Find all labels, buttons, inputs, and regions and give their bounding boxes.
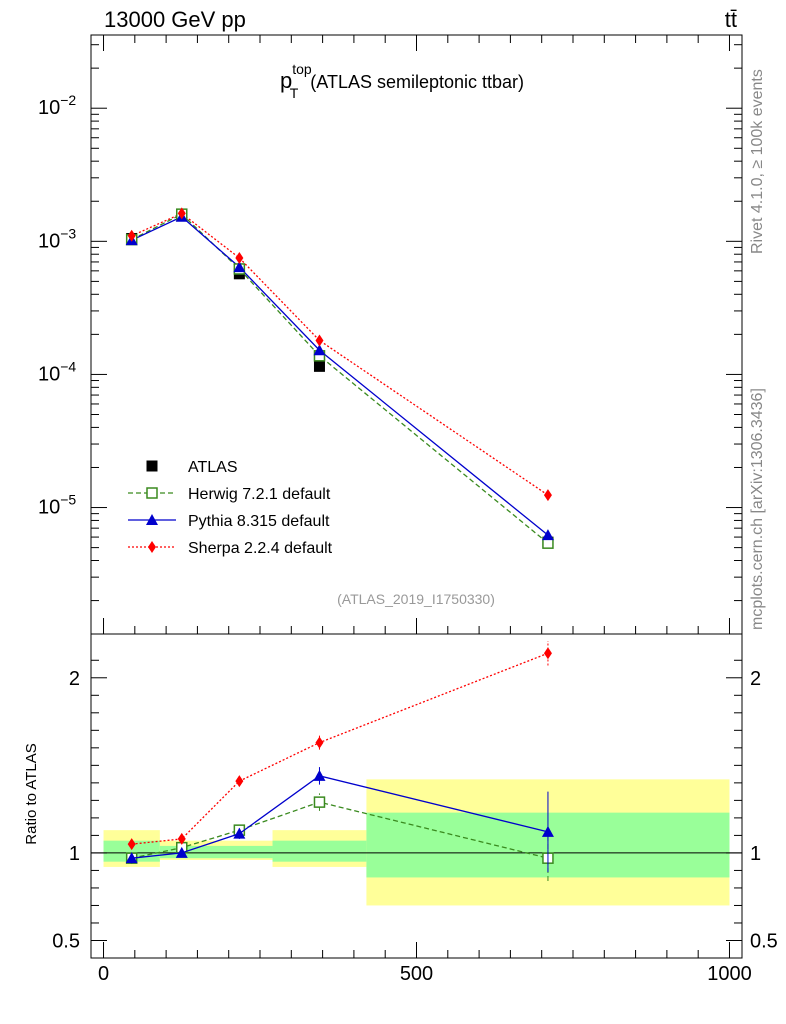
- side-text-top: Rivet 4.1.0, ≥ 100k events: [749, 69, 766, 254]
- title-sub: T: [290, 85, 299, 101]
- point-pythia-2: [233, 261, 246, 273]
- point-pythia-3: [313, 344, 326, 356]
- ratio-panel: 2 2 1 1 0.5 0.5 0 500 1000: [52, 633, 778, 985]
- upper-ytick-label: 10−4: [38, 358, 76, 385]
- point-sherpa-3: [315, 334, 324, 347]
- upper-ytick-label: 10−5: [38, 492, 76, 519]
- xtick-label: 0: [98, 963, 109, 985]
- ratio-point-sherpa-0: [127, 838, 136, 851]
- ratio-point-pythia-4: [541, 825, 554, 837]
- line-herwig: [131, 213, 549, 544]
- ratio-line-herwig: [131, 801, 549, 859]
- legend: ATLAS Herwig 7.2.1 default Pythia 8.315 de…: [128, 459, 333, 557]
- point-data-3: [313, 360, 325, 372]
- ratio-point-pythia-0: [125, 852, 138, 864]
- line-sherpa: [131, 212, 549, 496]
- lower-ytick-label-left: 0.5: [52, 930, 80, 952]
- legend-label-sherpa: Sherpa 2.2.4 default: [188, 540, 333, 557]
- upper-ytick-label: 10−3: [38, 225, 76, 252]
- watermark: (ATLAS_2019_I1750330): [337, 591, 495, 607]
- ratio-point-pythia-3: [313, 769, 326, 781]
- header-left: 13000 GeV pp: [104, 7, 246, 32]
- lower-ytick-label-left: 1: [69, 843, 80, 865]
- side-text-bottom: mcplots.cern.ch [arXiv:1306.3436]: [749, 388, 766, 630]
- legend-marker-pythia: [146, 514, 158, 525]
- xtick-label: 500: [400, 963, 433, 985]
- ratio-point-sherpa-1: [177, 832, 186, 845]
- point-sherpa-1: [177, 207, 186, 220]
- lower-ytick-label-left: 2: [69, 668, 80, 690]
- ratio-point-pythia-1: [175, 846, 188, 858]
- legend-marker-herwig: [146, 487, 158, 499]
- plot-title: ptop T (ATLAS semileptonic ttbar): [280, 61, 524, 101]
- title-p: p: [280, 68, 292, 93]
- legend-label-herwig: Herwig 7.2.1 default: [188, 486, 331, 503]
- upper-ytick-label: 10−2: [38, 92, 76, 119]
- ratio-line-sherpa: [131, 652, 549, 845]
- lower-ytick-label-right: 0.5: [750, 930, 778, 952]
- ratio-point-pythia-2: [233, 827, 246, 839]
- header-right: tt̄: [725, 7, 737, 32]
- point-sherpa-2: [235, 251, 244, 264]
- point-sherpa-4: [543, 489, 552, 502]
- legend-marker-sherpa: [148, 541, 156, 553]
- ratio-point-sherpa-2: [235, 775, 244, 788]
- title-sup: top: [292, 61, 312, 77]
- lower-ytick-label-right: 2: [750, 668, 761, 690]
- band-stat-1: [159, 845, 273, 859]
- legend-marker-data: [146, 460, 158, 472]
- ratio-point-sherpa-3: [315, 736, 324, 749]
- band-stat-2: [272, 840, 367, 862]
- upper-panel: 10−2 10−3 10−4 10−5 ATLAS Herwig 7.2.1 defaul…: [38, 34, 743, 635]
- title-rest: (ATLAS semileptonic ttbar): [305, 72, 524, 92]
- ratio-point-herwig-3: [313, 796, 326, 808]
- ratio-ylabel: Ratio to ATLAS: [23, 743, 40, 844]
- xtick-label: 1000: [707, 963, 752, 985]
- point-pythia-4: [541, 529, 554, 541]
- lower-ytick-label-right: 1: [750, 843, 761, 865]
- point-sherpa-0: [127, 229, 136, 242]
- legend-label-data: ATLAS: [188, 459, 238, 476]
- ratio-point-sherpa-4: [543, 647, 552, 660]
- legend-label-pythia: Pythia 8.315 default: [188, 513, 330, 530]
